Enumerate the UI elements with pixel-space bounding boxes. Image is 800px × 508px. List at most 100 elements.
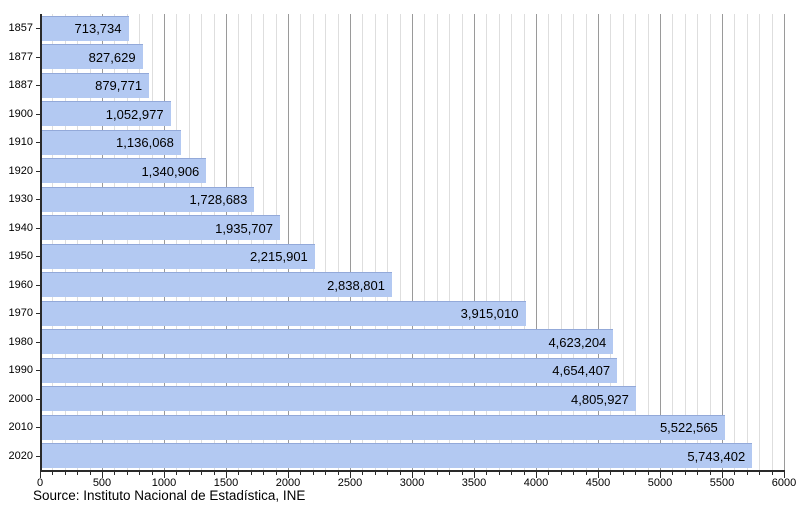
- minor-gridline: [300, 14, 302, 470]
- minor-gridline: [498, 14, 500, 470]
- x-minor-tick: [362, 472, 364, 475]
- bar: 4,623,204: [40, 329, 614, 355]
- bar-value-label: 4,654,407: [552, 363, 611, 379]
- x-major-tick: [226, 472, 227, 478]
- x-minor-tick: [709, 472, 711, 475]
- minor-gridline: [486, 14, 488, 470]
- x-minor-tick: [77, 472, 79, 475]
- major-gridline: [660, 14, 661, 470]
- bar-value-label: 5,743,402: [687, 448, 746, 464]
- major-gridline: [350, 14, 351, 470]
- bar-row: 1,728,683: [40, 185, 784, 214]
- year-label: 1960: [8, 278, 33, 291]
- x-tick-label: 4500: [585, 477, 611, 489]
- major-gridline: [164, 14, 165, 470]
- minor-gridline: [709, 14, 711, 470]
- x-minor-tick: [387, 472, 389, 475]
- minor-gridline: [684, 14, 686, 470]
- x-minor-tick: [300, 472, 302, 475]
- bar: 1,340,906: [40, 158, 207, 184]
- x-minor-tick: [151, 472, 153, 475]
- minor-gridline: [672, 14, 674, 470]
- minor-gridline: [337, 14, 339, 470]
- bar-value-label: 3,915,010: [460, 306, 519, 322]
- x-tick-label: 1500: [213, 477, 239, 489]
- bar-value-label: 1,935,707: [215, 220, 273, 236]
- major-gridline: [288, 14, 289, 470]
- minor-gridline: [275, 14, 277, 470]
- bar-row: 4,654,407: [40, 356, 784, 385]
- x-major-tick: [536, 472, 537, 478]
- x-minor-tick: [684, 472, 686, 475]
- year-label: 2010: [8, 421, 33, 434]
- bar: 1,052,977: [40, 101, 171, 127]
- x-minor-tick: [238, 472, 240, 475]
- x-minor-tick: [176, 472, 178, 475]
- year-label: 1857: [8, 22, 33, 35]
- minor-gridline: [771, 14, 773, 470]
- x-major-tick: [660, 472, 661, 478]
- bar: 3,915,010: [40, 300, 526, 326]
- bar-row: 3,915,010: [40, 299, 784, 328]
- bar: 5,743,402: [40, 443, 753, 469]
- bar-value-label: 2,838,801: [327, 277, 385, 293]
- minor-gridline: [188, 14, 190, 470]
- x-tick-label: 5000: [647, 477, 673, 489]
- bar-value-label: 1,136,068: [116, 135, 174, 151]
- bar-row: 4,623,204: [40, 328, 784, 357]
- bar-row: 1,052,977: [40, 100, 784, 129]
- minor-gridline: [52, 14, 54, 470]
- minor-gridline: [126, 14, 128, 470]
- bar: 1,935,707: [40, 215, 280, 241]
- source-note: Source: Instituto Nacional de Estadístic…: [33, 488, 306, 503]
- x-minor-tick: [548, 472, 550, 475]
- minor-gridline: [436, 14, 438, 470]
- minor-gridline: [362, 14, 364, 470]
- bar-row: 1,136,068: [40, 128, 784, 157]
- x-tick-label: 2500: [337, 477, 363, 489]
- bar-row: 827,629: [40, 43, 784, 72]
- x-minor-tick: [312, 472, 314, 475]
- x-minor-tick: [461, 472, 463, 475]
- minor-gridline: [449, 14, 451, 470]
- x-major-tick: [722, 472, 723, 478]
- bar-row: 1,340,906: [40, 157, 784, 186]
- minor-gridline: [461, 14, 463, 470]
- x-minor-tick: [511, 472, 513, 475]
- y-axis-tick: [36, 170, 40, 172]
- x-minor-tick: [139, 472, 141, 475]
- year-label: 1990: [8, 364, 33, 377]
- bar: 827,629: [40, 44, 143, 70]
- x-minor-tick: [188, 472, 190, 475]
- year-label: 1970: [8, 307, 33, 320]
- x-major-tick: [40, 472, 41, 478]
- bar-row: 5,743,402: [40, 442, 784, 471]
- x-minor-tick: [399, 472, 401, 475]
- bar-value-label: 4,805,927: [571, 391, 629, 407]
- bar-value-label: 1,728,683: [189, 192, 248, 208]
- bar: 2,215,901: [40, 243, 315, 269]
- x-minor-tick: [449, 472, 451, 475]
- x-major-tick: [598, 472, 599, 478]
- x-minor-tick: [523, 472, 525, 475]
- minor-gridline: [238, 14, 240, 470]
- year-label: 1877: [8, 50, 33, 63]
- minor-gridline: [647, 14, 649, 470]
- major-gridline: [474, 14, 475, 470]
- bar-value-label: 713,734: [74, 21, 122, 37]
- x-minor-tick: [201, 472, 203, 475]
- x-minor-tick: [635, 472, 637, 475]
- bar: 4,654,407: [40, 357, 618, 383]
- year-label: 1950: [8, 250, 33, 263]
- bar: 1,136,068: [40, 129, 181, 155]
- minor-gridline: [374, 14, 376, 470]
- major-gridline: [784, 14, 785, 470]
- major-gridline: [226, 14, 227, 470]
- minor-gridline: [635, 14, 637, 470]
- year-label: 2000: [8, 392, 33, 405]
- bar-value-label: 879,771: [95, 78, 143, 94]
- bar: 879,771: [40, 72, 150, 98]
- y-axis-tick: [36, 284, 40, 286]
- minor-gridline: [511, 14, 513, 470]
